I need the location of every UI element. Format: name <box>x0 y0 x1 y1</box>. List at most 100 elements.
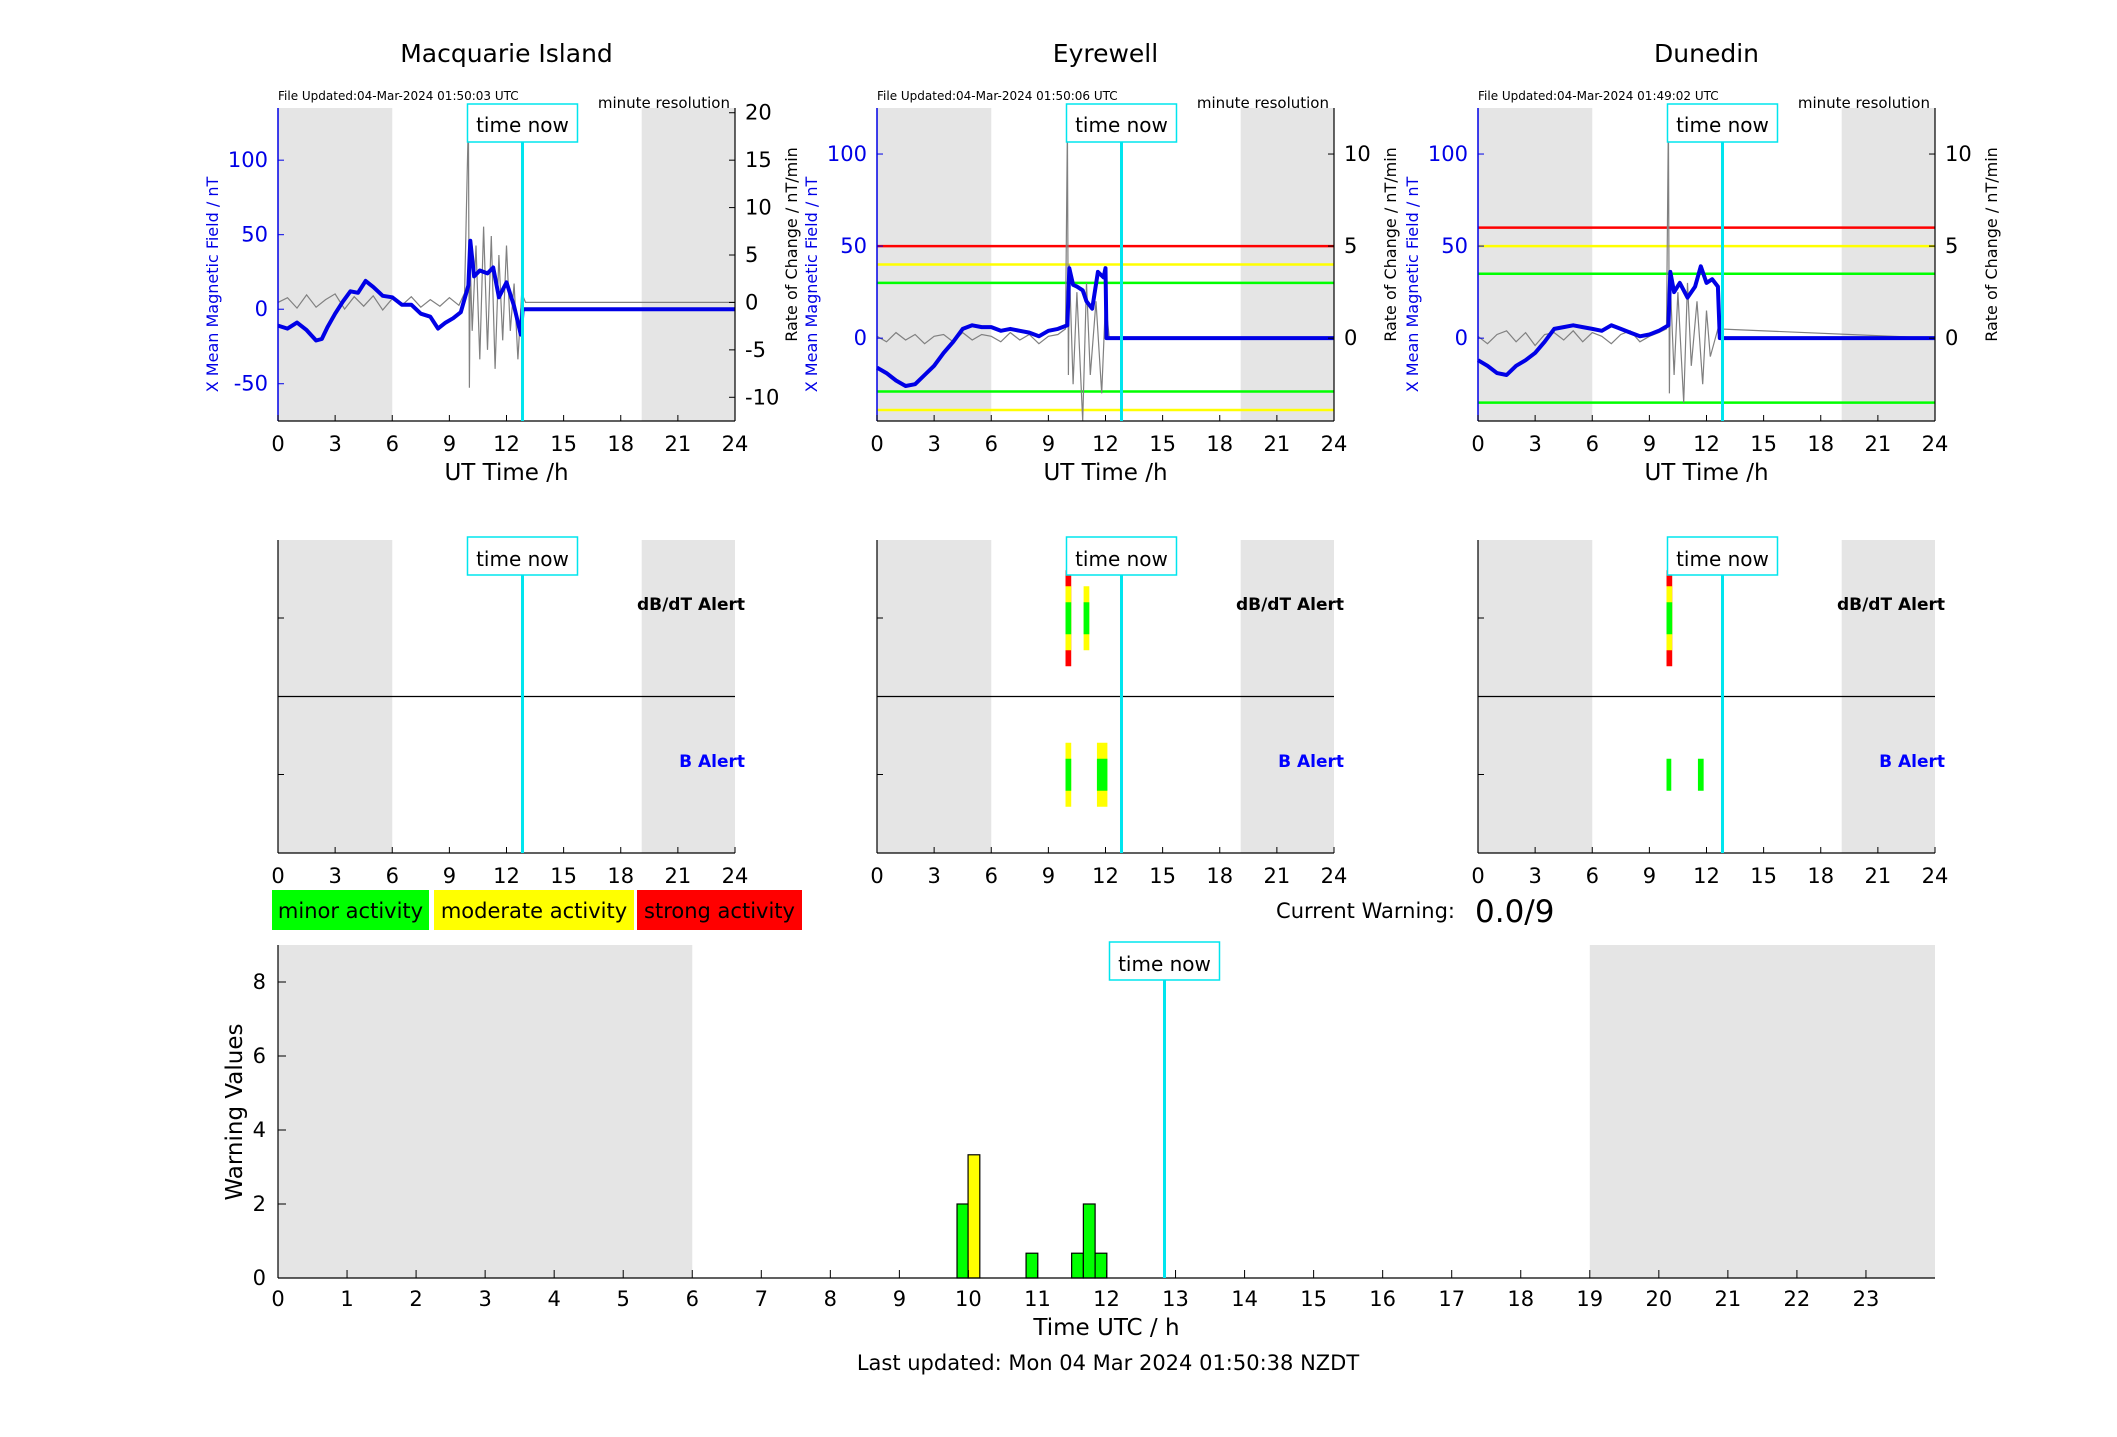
x-tick-label: 18 <box>1807 864 1834 888</box>
x-tick-label: 6 <box>386 864 399 888</box>
x-tick-label: 17 <box>1438 1287 1465 1311</box>
x-tick-label: 11 <box>1024 1287 1051 1311</box>
x-tick-label: 24 <box>1321 432 1348 456</box>
time-now-box <box>1666 536 1779 576</box>
x-tick-label: 0 <box>271 864 284 888</box>
magnetic-field-line <box>1476 264 1935 377</box>
x-tick-label: 24 <box>1922 432 1949 456</box>
last-updated-label: Last updated: Mon 04 Mar 2024 01:50:38 N… <box>857 1351 1360 1375</box>
x-tick-label: 21 <box>665 864 692 888</box>
y-axis-label: Warning Values <box>222 1023 248 1200</box>
time-now-box <box>466 103 579 143</box>
x-tick-label: 12 <box>1693 864 1720 888</box>
x-tick-label: 15 <box>550 432 577 456</box>
y-tick-label-right: 0 <box>1945 326 1958 350</box>
rate-of-change-line <box>876 126 1334 422</box>
x-axis-label: Time UTC / h <box>1032 1315 1179 1341</box>
dbdt-alert-label: dB/dT Alert <box>637 595 745 615</box>
x-tick-label: 9 <box>1042 864 1055 888</box>
x-tick-label: 6 <box>1586 864 1599 888</box>
x-tick-label: 6 <box>1586 432 1599 456</box>
night-band <box>278 945 693 1278</box>
time-now-box <box>1065 536 1178 576</box>
x-tick-label: 21 <box>1264 864 1291 888</box>
x-tick-label: 3 <box>1528 432 1541 456</box>
y-tick-label: 6 <box>253 1044 266 1068</box>
y-axis-label-right: Rate of Change / nT/min <box>1381 147 1400 342</box>
x-tick-label: 24 <box>1321 864 1348 888</box>
resolution-label: minute resolution <box>598 94 730 112</box>
warning-bar <box>967 1154 981 1279</box>
time-now-label: time now <box>1075 547 1168 571</box>
x-tick-label: 0 <box>1471 864 1484 888</box>
y-tick-label-right: 10 <box>745 196 772 220</box>
x-tick-label: 8 <box>824 1287 837 1311</box>
y-tick-label-right: 5 <box>745 243 758 267</box>
x-tick-label: 22 <box>1784 1287 1811 1311</box>
x-tick-label: 12 <box>1092 864 1119 888</box>
file-updated-label: File Updated:04-Mar-2024 01:50:06 UTC <box>877 89 1118 103</box>
legend-minor-label: minor activity <box>278 899 423 923</box>
night-band <box>1478 108 1593 421</box>
time-now-box <box>1666 103 1779 143</box>
legend-strong-swatch <box>637 890 802 930</box>
alert-panel-2: dB/dT Alert B Alert time now 0 3 6 9 12 15 18 21 24 <box>870 536 1348 888</box>
y-tick-label: 8 <box>253 970 266 994</box>
y-tick-label-right: 5 <box>1945 234 1958 258</box>
x-tick-label: 14 <box>1231 1287 1258 1311</box>
rate-of-change-line <box>277 117 735 388</box>
y-tick-label-left: 100 <box>1428 142 1468 166</box>
current-warning-label: Current Warning: <box>1276 899 1455 923</box>
x-tick-label: 12 <box>1092 432 1119 456</box>
x-tick-label: 9 <box>893 1287 906 1311</box>
x-tick-label: 3 <box>927 432 940 456</box>
warning-bar <box>1094 1252 1108 1279</box>
y-tick-label-left: 0 <box>255 297 268 321</box>
x-tick-label: 24 <box>1922 864 1949 888</box>
y-axis-label-right: Rate of Change / nT/min <box>1982 147 2001 342</box>
y-tick-label: 0 <box>253 1266 266 1290</box>
x-tick-label: 6 <box>985 864 998 888</box>
station-title: Macquarie Island <box>400 39 613 68</box>
time-now-label: time now <box>1676 547 1769 571</box>
alert-panel-3: dB/dT Alert B Alert time now 0 3 6 9 12 15 18 21 24 <box>1471 536 1949 888</box>
night-band <box>1589 945 1935 1278</box>
station-panel-2: time now 0 3 6 9 12 15 18 21 24 0 50 100 0 5 10 Eyrewell… <box>802 39 1400 486</box>
time-now-label: time now <box>1676 113 1769 137</box>
y-axis-label-left: X Mean Magnetic Field / nT <box>802 177 821 393</box>
x-tick-label: 0 <box>271 1287 284 1311</box>
alert-minor-block <box>1666 758 1672 791</box>
y-tick-label-right: 0 <box>1344 326 1357 350</box>
x-tick-label: 18 <box>607 432 634 456</box>
y-tick-label-right: -10 <box>745 385 779 409</box>
y-tick-label-left: -50 <box>234 372 268 396</box>
x-tick-label: 21 <box>1715 1287 1742 1311</box>
file-updated-label: File Updated:04-Mar-2024 01:50:03 UTC <box>278 89 519 103</box>
file-updated-label: File Updated:04-Mar-2024 01:49:02 UTC <box>1478 89 1719 103</box>
night-band <box>278 108 393 421</box>
x-tick-label: 13 <box>1162 1287 1189 1311</box>
y-tick-label-left: 50 <box>1441 234 1468 258</box>
y-tick-label-left: 50 <box>840 234 867 258</box>
legend-minor-swatch <box>272 890 429 930</box>
y-tick-label: 4 <box>253 1118 266 1142</box>
y-tick-label-right: 15 <box>745 148 772 172</box>
b-alert-label: B Alert <box>1278 752 1344 772</box>
x-tick-label: 9 <box>443 432 456 456</box>
y-tick-label-right: -5 <box>745 338 766 362</box>
y-tick-label: 2 <box>253 1192 266 1216</box>
x-tick-label: 21 <box>1264 432 1291 456</box>
x-tick-label: 18 <box>1807 432 1834 456</box>
current-warning-value: 0.0/9 <box>1475 894 1554 930</box>
magnetic-field-line <box>875 266 1334 388</box>
alert-minor-block <box>1065 758 1072 791</box>
x-tick-label: 24 <box>722 432 749 456</box>
x-tick-label: 0 <box>870 864 883 888</box>
station-title: Eyrewell <box>1053 39 1158 68</box>
dbdt-alert-label: dB/dT Alert <box>1236 595 1344 615</box>
x-tick-label: 9 <box>1042 432 1055 456</box>
x-tick-label: 18 <box>607 864 634 888</box>
x-tick-label: 15 <box>550 864 577 888</box>
time-now-label: time now <box>476 547 569 571</box>
